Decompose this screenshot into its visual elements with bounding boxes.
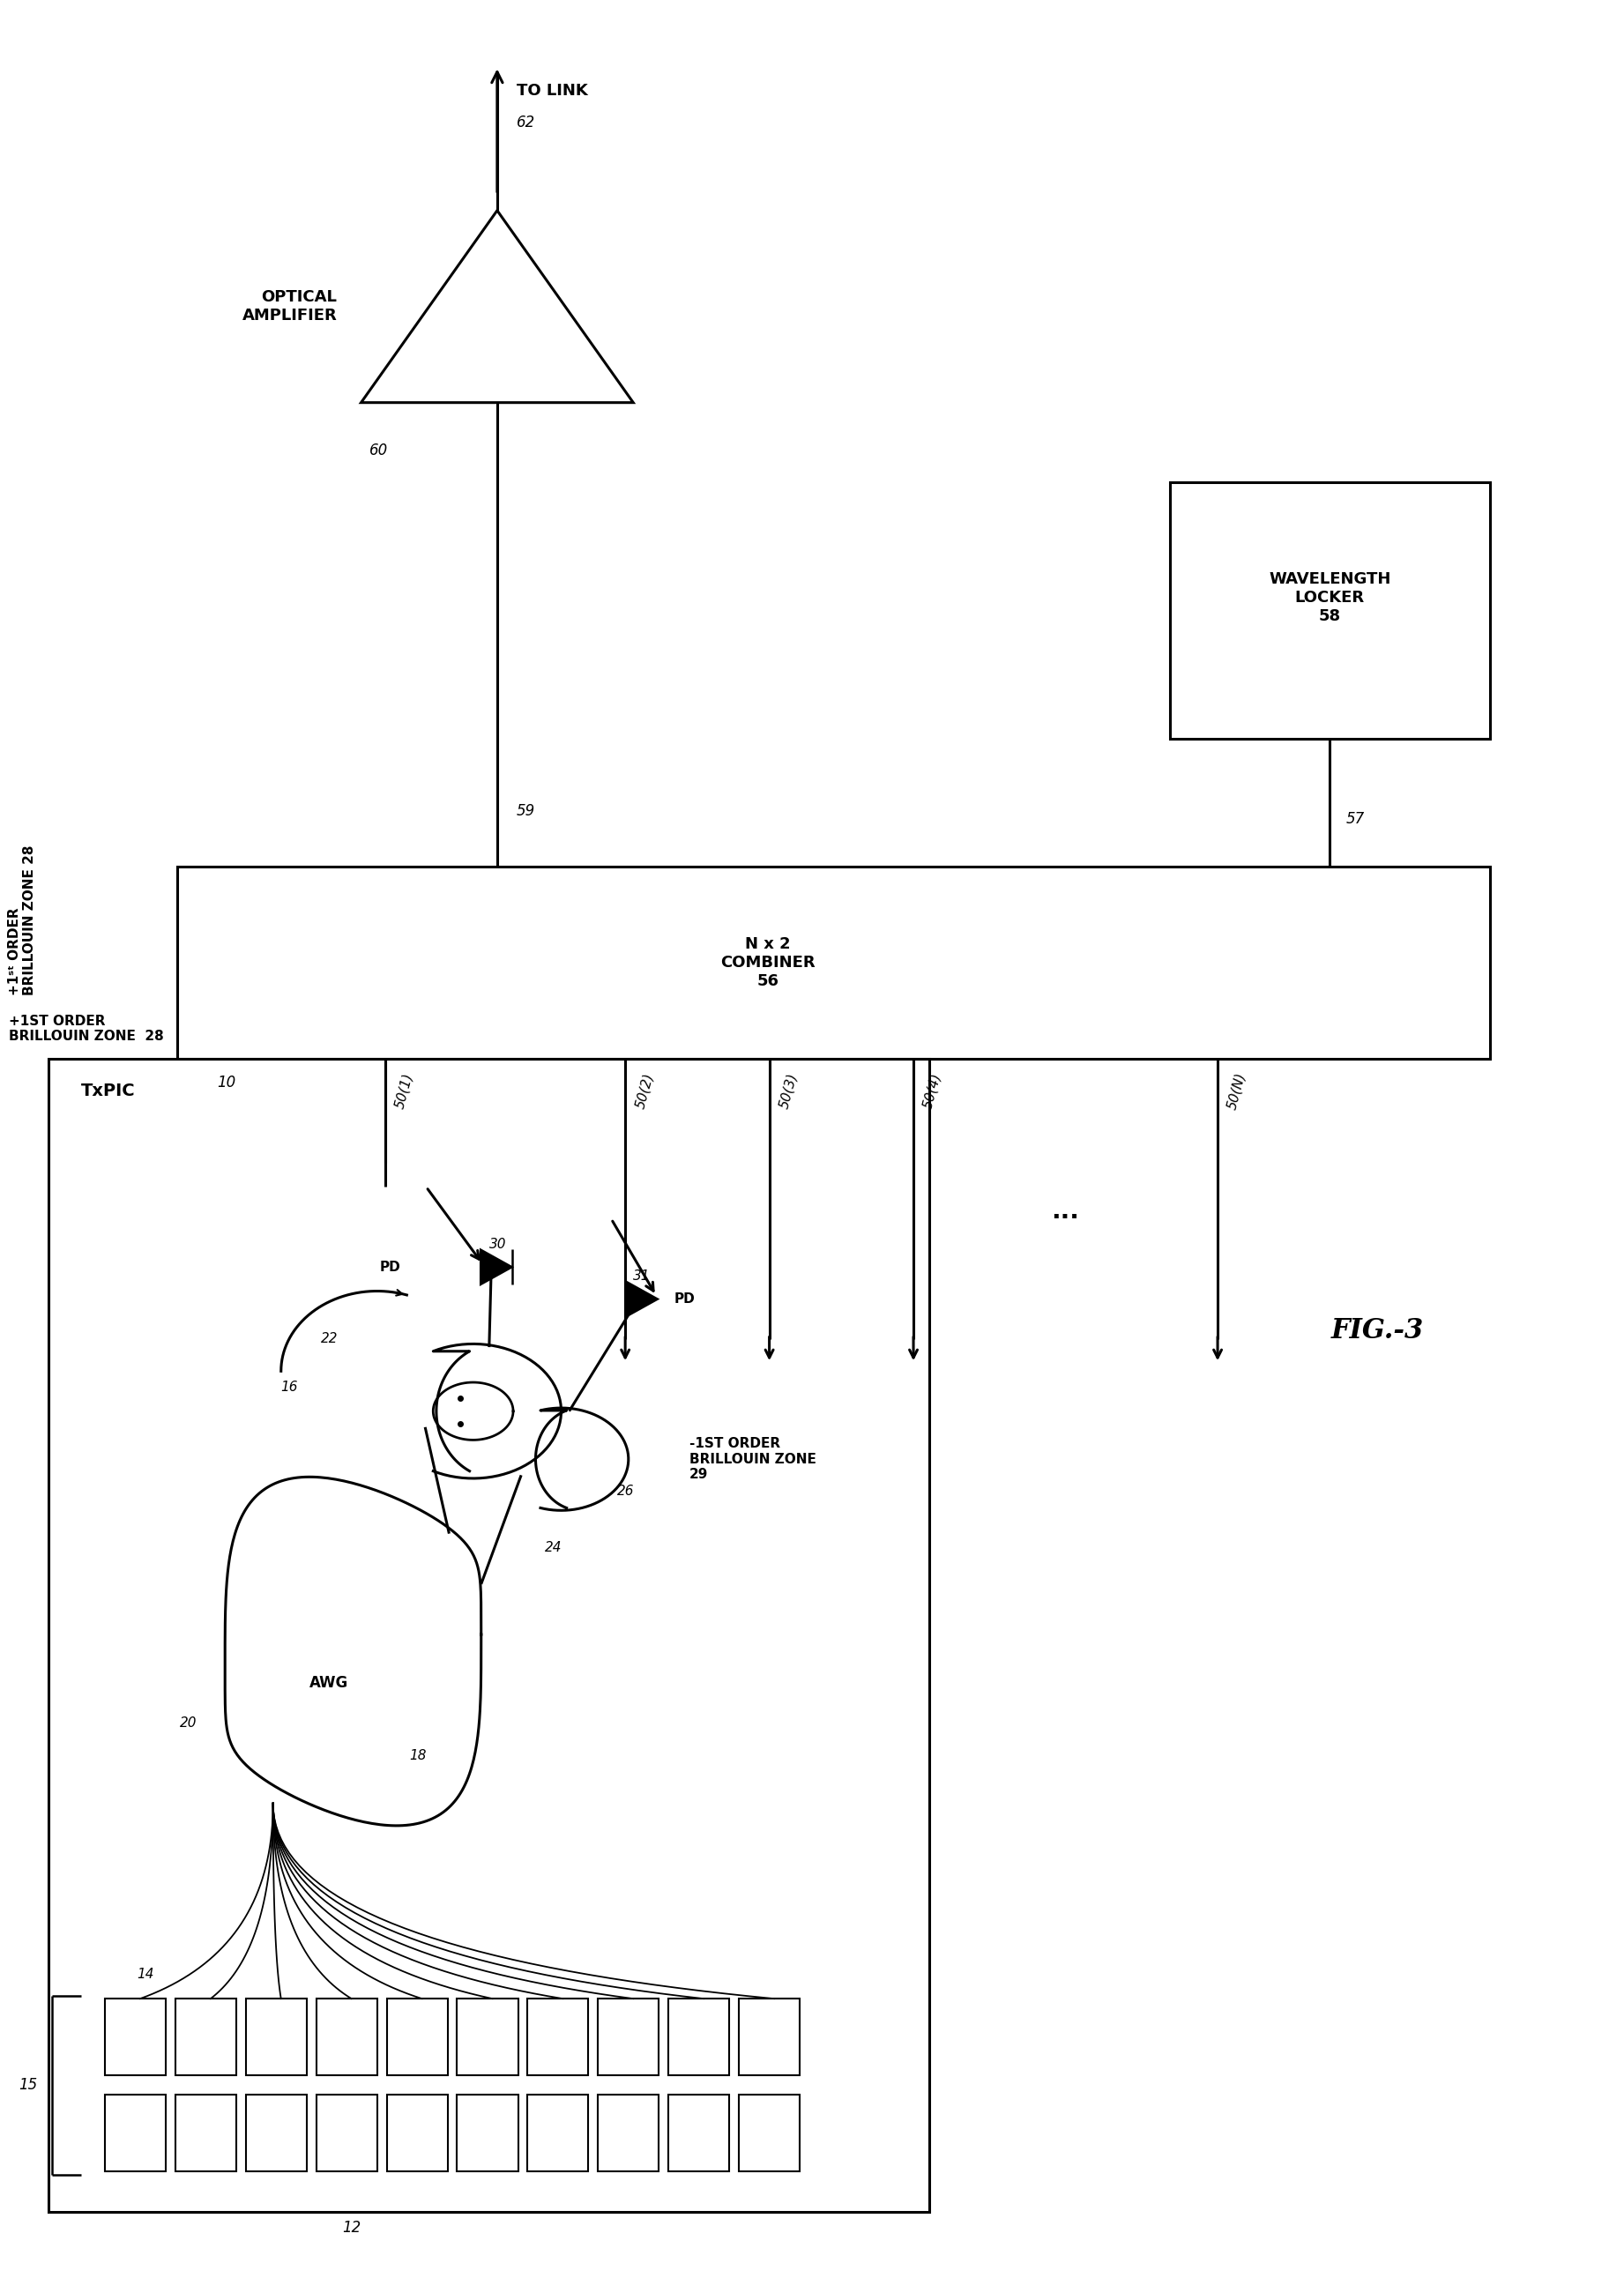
Text: 50(1): 50(1)	[393, 1071, 416, 1109]
Bar	[245, 1998, 307, 2075]
Text: 62: 62	[516, 114, 534, 130]
Bar	[175, 2096, 235, 2171]
Text: 59: 59	[516, 802, 534, 818]
Bar	[456, 1998, 518, 2075]
Bar	[739, 2096, 799, 2171]
Bar	[106, 1998, 166, 2075]
Text: 22: 22	[322, 1333, 338, 1346]
Bar	[456, 2096, 518, 2171]
Bar	[49, 1059, 929, 2212]
Text: 60: 60	[369, 442, 388, 458]
Bar	[598, 1998, 659, 2075]
Text: ...: ...	[1051, 1198, 1080, 1223]
Text: PD: PD	[380, 1260, 401, 1273]
Bar	[175, 1998, 235, 2075]
Text: OPTICAL
AMPLIFIER: OPTICAL AMPLIFIER	[242, 289, 338, 323]
Text: 15: 15	[19, 2078, 37, 2093]
Polygon shape	[627, 1283, 658, 1317]
Text: 24: 24	[546, 1540, 562, 1554]
Bar	[669, 2096, 729, 2171]
Bar	[245, 2096, 307, 2171]
Text: +1ˢᵗ ORDER
BRILLOUIN ZONE 28: +1ˢᵗ ORDER BRILLOUIN ZONE 28	[8, 845, 36, 995]
Text: 50(2): 50(2)	[633, 1071, 656, 1109]
Text: TxPIC: TxPIC	[81, 1082, 135, 1100]
Bar	[528, 2096, 588, 2171]
Text: 12: 12	[343, 2219, 361, 2235]
Text: WAVELENGTH
LOCKER
58: WAVELENGTH LOCKER 58	[1268, 572, 1390, 624]
Text: -1ST ORDER
BRILLOUIN ZONE
29: -1ST ORDER BRILLOUIN ZONE 29	[689, 1437, 817, 1481]
Polygon shape	[481, 1248, 512, 1285]
Text: 26: 26	[617, 1485, 635, 1499]
Bar	[669, 1998, 729, 2075]
Text: 14: 14	[136, 1968, 154, 1982]
Text: 31: 31	[633, 1269, 651, 1283]
Text: 50(3): 50(3)	[778, 1071, 799, 1109]
Bar	[177, 868, 1489, 1059]
Bar	[1169, 483, 1489, 738]
Bar	[528, 1998, 588, 2075]
Bar	[387, 2096, 448, 2171]
Text: 50(4): 50(4)	[921, 1071, 944, 1109]
Text: +1ST ORDER
BRILLOUIN ZONE  28: +1ST ORDER BRILLOUIN ZONE 28	[8, 1014, 164, 1043]
Text: 20: 20	[180, 1718, 198, 1729]
Text: 10: 10	[218, 1075, 235, 1091]
Bar	[317, 2096, 377, 2171]
Bar	[106, 2096, 166, 2171]
Text: PD: PD	[674, 1292, 695, 1305]
Bar	[387, 1998, 448, 2075]
Bar	[598, 2096, 659, 2171]
Text: 50(N): 50(N)	[1226, 1071, 1249, 1112]
Text: 16: 16	[281, 1380, 299, 1394]
Text: 18: 18	[409, 1750, 425, 1761]
Text: TO LINK: TO LINK	[516, 82, 588, 98]
Text: 57: 57	[1346, 811, 1364, 827]
Text: AWG: AWG	[310, 1674, 349, 1690]
Text: FIG.-3: FIG.-3	[1332, 1317, 1424, 1344]
Text: 30: 30	[489, 1237, 507, 1251]
Text: N x 2
COMBINER
56: N x 2 COMBINER 56	[721, 936, 815, 989]
Bar	[739, 1998, 799, 2075]
Bar	[317, 1998, 377, 2075]
